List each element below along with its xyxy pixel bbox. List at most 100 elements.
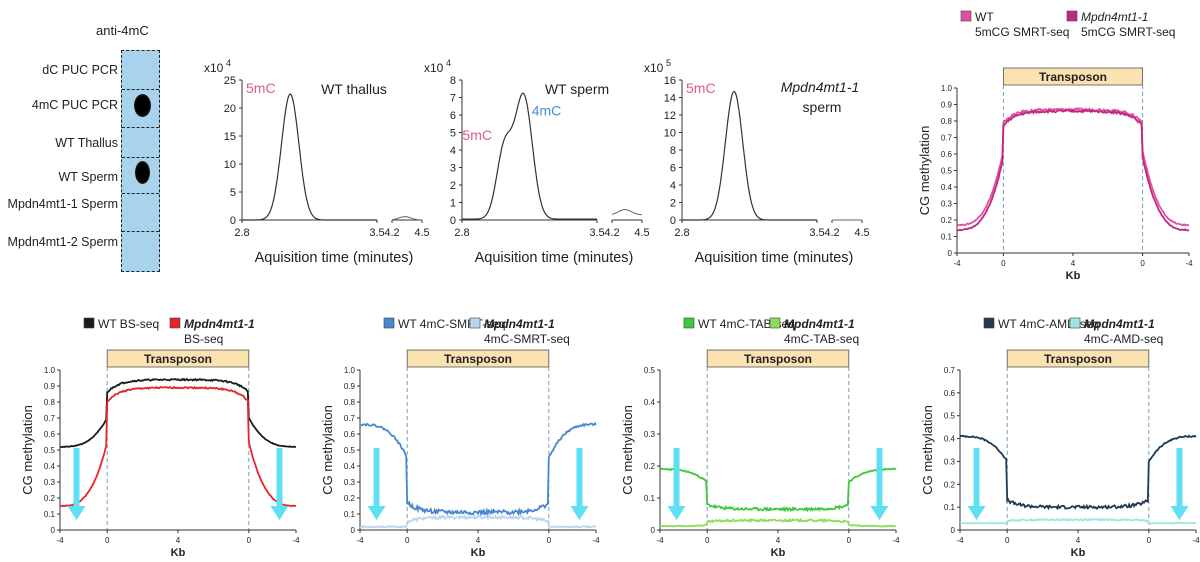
legend-label: WT (975, 10, 994, 24)
y-tick-label: 0.2 (941, 216, 953, 225)
x-tick-label: -4 (1185, 259, 1193, 268)
x-tick-label: 4 (776, 536, 781, 545)
x-tick-label: 3.5 (809, 227, 824, 239)
y-tick-label: 0.1 (644, 494, 656, 503)
y-tick-label: 0.9 (344, 382, 356, 391)
dot-blot-row-label: dC PUC PCR (42, 63, 118, 77)
y-tick-label: 0.4 (344, 462, 356, 471)
transposon-label: Transposon (1039, 70, 1107, 84)
series-line (959, 434, 1197, 511)
legend-swatch (960, 10, 972, 22)
x-axis-label: Kb (171, 547, 186, 559)
y-tick-label: 2 (450, 180, 456, 192)
y-tick-label: 0 (670, 215, 676, 227)
peak-label: 5mC (462, 127, 492, 143)
dot-blot-divider (122, 193, 159, 194)
x-tick-label: 4 (1076, 536, 1081, 545)
legend-label: Mpdn4mt1-1 (784, 317, 855, 331)
x-tick-label: 4.5 (414, 227, 429, 239)
x-tick-label: -4 (892, 536, 900, 545)
legend-label-line2: 4mC-TAB-seq (784, 332, 859, 346)
legend-label: Mpdn4mt1-1 (484, 317, 555, 331)
chromatogram-trace (391, 216, 422, 221)
legend-swatch (683, 317, 695, 329)
x-tick-label: 4.5 (854, 227, 869, 239)
chromatogram-trace (462, 92, 597, 220)
y-tick-label: 0.1 (944, 503, 956, 512)
x-tick-label: 4.2 (384, 227, 399, 239)
dot-blot-panel: anti-4mC dC PUC PCR 4mC PUC PCR WT Thall… (0, 0, 180, 275)
y-tick-label: 6 (450, 110, 456, 122)
y-tick-label: 25 (224, 75, 236, 87)
y-tick-label: 0.1 (44, 510, 56, 519)
y-axis-label: CG methylation (920, 405, 935, 495)
series-line (59, 385, 297, 508)
x-tick-label: -4 (292, 536, 300, 545)
legend-label-line2: 5mCG SMRT-seq (975, 25, 1069, 39)
x-tick-label: 0 (705, 536, 710, 545)
chart-title-line2: sperm (803, 99, 842, 115)
y-tick-label: 0.8 (344, 398, 356, 407)
x-axis-label: Aquisition time (minutes) (255, 250, 414, 266)
y-multiplier: x10 (644, 61, 664, 75)
y-tick-label: 0.5 (644, 366, 656, 375)
y-tick-label: 0.3 (344, 478, 356, 487)
y-tick-label: 1.0 (344, 366, 356, 375)
y-tick-label: 0.1 (941, 233, 953, 242)
legend-label: Mpdn4mt1-1 (184, 317, 255, 331)
x-tick-label: -4 (356, 536, 364, 545)
chromatogram-trace (242, 93, 377, 221)
y-tick-label: 0.7 (44, 414, 56, 423)
decrease-arrow-head (67, 506, 86, 520)
y-tick-label: 0.4 (644, 398, 656, 407)
y-tick-label: 15 (224, 131, 236, 143)
y-tick-label: 0.5 (44, 446, 56, 455)
x-tick-label: 0 (1147, 536, 1152, 545)
x-tick-label: -4 (956, 536, 964, 545)
y-exponent: 5 (666, 58, 671, 68)
chart-title: Mpdn4mt1-1 (781, 79, 860, 95)
dot-blot-row-label: Mpdn4mt1-2 Sperm (7, 235, 118, 249)
legend-swatch (83, 317, 95, 329)
y-tick-label: 0.2 (44, 494, 56, 503)
y-tick-label: 1.0 (44, 366, 56, 375)
chromatogram-trace (682, 90, 817, 221)
y-tick-label: 1 (450, 198, 456, 210)
y-tick-label: 0.3 (44, 478, 56, 487)
legend-swatch (1069, 317, 1081, 329)
decrease-arrow-head (367, 506, 386, 520)
y-tick-label: 0 (51, 526, 56, 535)
x-tick-label: 0 (405, 536, 410, 545)
legend-swatch (769, 317, 781, 329)
x-axis-label: Aquisition time (minutes) (475, 250, 634, 266)
x-axis-label: Kb (471, 547, 486, 559)
y-tick-label: 0.7 (344, 414, 356, 423)
dot-blot-spot (135, 161, 150, 184)
y-tick-label: 0 (651, 526, 656, 535)
y-tick-label: 0.3 (941, 200, 953, 209)
x-tick-label: 0 (547, 536, 552, 545)
y-axis-label: CG methylation (20, 405, 35, 495)
series-line (659, 467, 897, 513)
x-tick-label: 4.2 (824, 227, 839, 239)
y-tick-label: 10 (224, 159, 236, 171)
y-tick-label: 5 (450, 128, 456, 140)
chart-title: WT sperm (545, 81, 609, 97)
y-tick-label: 0.3 (944, 457, 956, 466)
series-line (360, 421, 597, 518)
series-line (659, 517, 897, 528)
meta-chart-bs-seq: WT BS-seq Mpdn4mt1-1BS-seq Transposon 0 0.1 0… (20, 317, 300, 559)
legend-label: Mpdn4mt1-1 (1081, 10, 1148, 24)
x-axis-label: Kb (771, 547, 786, 559)
dot-blot-divider (122, 231, 159, 232)
y-tick-label: 4 (670, 180, 676, 192)
y-tick-label: 0.8 (44, 398, 56, 407)
x-axis-label: Kb (1066, 270, 1081, 282)
decrease-arrow-head (1170, 506, 1189, 520)
y-tick-label: 0.4 (44, 462, 56, 471)
y-tick-label: 16 (664, 75, 676, 87)
y-tick-label: 20 (224, 103, 236, 115)
y-tick-label: 0.9 (941, 101, 953, 110)
dot-blot-row-label: WT Thallus (55, 136, 118, 150)
